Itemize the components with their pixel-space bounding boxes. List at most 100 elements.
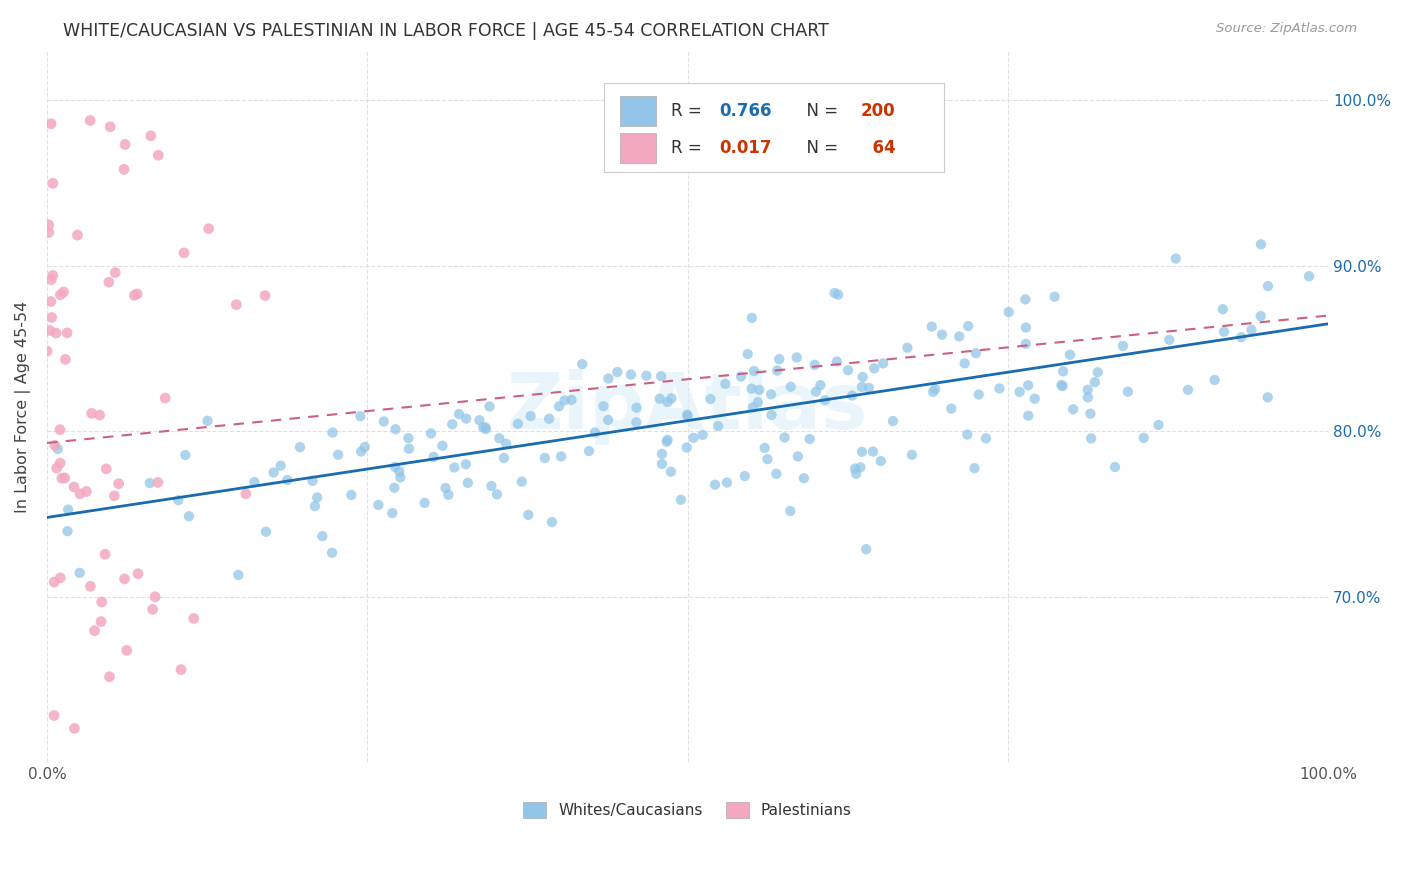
Point: [620, 368, 643, 382]
Point: [454, 457, 477, 471]
Point: [254, 288, 277, 302]
Point: [139, 476, 162, 491]
Point: [849, 460, 872, 475]
Point: [924, 382, 946, 396]
Point: [538, 411, 561, 425]
Point: [41, 310, 63, 325]
Point: [307, 491, 329, 505]
Point: [112, 162, 135, 177]
Text: WHITE/CAUCASIAN VS PALESTINIAN IN LABOR FORCE | AGE 45-54 CORRELATION CHART: WHITE/CAUCASIAN VS PALESTINIAN IN LABOR …: [63, 22, 830, 40]
Point: [373, 414, 395, 428]
Text: 200: 200: [860, 103, 896, 120]
Point: [974, 431, 997, 445]
Point: [1212, 302, 1234, 317]
Point: [388, 465, 411, 479]
Point: [225, 298, 247, 312]
Point: [167, 493, 190, 508]
Point: [97, 275, 120, 289]
Point: [443, 460, 465, 475]
Point: [1080, 431, 1102, 445]
Point: [1077, 383, 1099, 397]
Point: [143, 590, 166, 604]
Point: [592, 399, 614, 413]
Point: [177, 509, 200, 524]
Point: [1017, 378, 1039, 392]
Point: [127, 286, 149, 301]
Point: [340, 488, 363, 502]
Point: [768, 352, 790, 367]
Point: [276, 473, 298, 487]
Point: [650, 369, 672, 384]
Point: [896, 341, 918, 355]
Point: [1132, 431, 1154, 445]
Text: Source: ZipAtlas.com: Source: ZipAtlas.com: [1216, 22, 1357, 36]
Point: [517, 508, 540, 522]
Bar: [620, 96, 655, 126]
Point: [89, 408, 111, 422]
Point: [1257, 279, 1279, 293]
Point: [478, 400, 501, 414]
Point: [814, 393, 837, 408]
Point: [550, 450, 572, 464]
Point: [1164, 252, 1187, 266]
Point: [675, 441, 697, 455]
Point: [1250, 237, 1272, 252]
Point: [49, 571, 72, 585]
Point: [967, 387, 990, 401]
Point: [474, 422, 496, 436]
Point: [741, 310, 763, 325]
Point: [1043, 290, 1066, 304]
Point: [827, 287, 849, 301]
Point: [754, 441, 776, 455]
Point: [243, 475, 266, 489]
Point: [197, 414, 219, 428]
Point: [1250, 309, 1272, 323]
Point: [855, 542, 877, 557]
Point: [270, 458, 292, 473]
Point: [1080, 407, 1102, 421]
Point: [321, 546, 343, 560]
Point: [354, 440, 377, 454]
Point: [197, 221, 219, 235]
Point: [1024, 392, 1046, 406]
Point: [1062, 402, 1084, 417]
Point: [657, 395, 679, 409]
Point: [931, 327, 953, 342]
Point: [606, 365, 628, 379]
Point: [422, 450, 444, 464]
Point: [350, 444, 373, 458]
Point: [432, 439, 454, 453]
Point: [1052, 379, 1074, 393]
Point: [155, 391, 177, 405]
Point: [420, 426, 443, 441]
Point: [1087, 365, 1109, 379]
Point: [948, 329, 970, 343]
Point: [922, 384, 945, 399]
Point: [598, 371, 620, 385]
Point: [682, 431, 704, 445]
Point: [1014, 293, 1036, 307]
Text: N =: N =: [796, 139, 844, 157]
Point: [841, 388, 863, 402]
Point: [786, 351, 808, 365]
Point: [146, 475, 169, 490]
Point: [79, 113, 101, 128]
Point: [326, 448, 349, 462]
Point: [83, 624, 105, 638]
Point: [288, 440, 311, 454]
Point: [437, 488, 460, 502]
Point: [519, 409, 541, 423]
Point: [235, 487, 257, 501]
Point: [1104, 460, 1126, 475]
Point: [384, 422, 406, 436]
Point: [676, 409, 699, 424]
Text: R =: R =: [671, 139, 707, 157]
Point: [263, 466, 285, 480]
Point: [1159, 333, 1181, 347]
Point: [741, 382, 763, 396]
Point: [741, 401, 763, 415]
Point: [492, 450, 515, 465]
Point: [1147, 417, 1170, 432]
Point: [1008, 384, 1031, 399]
Point: [38, 323, 60, 337]
